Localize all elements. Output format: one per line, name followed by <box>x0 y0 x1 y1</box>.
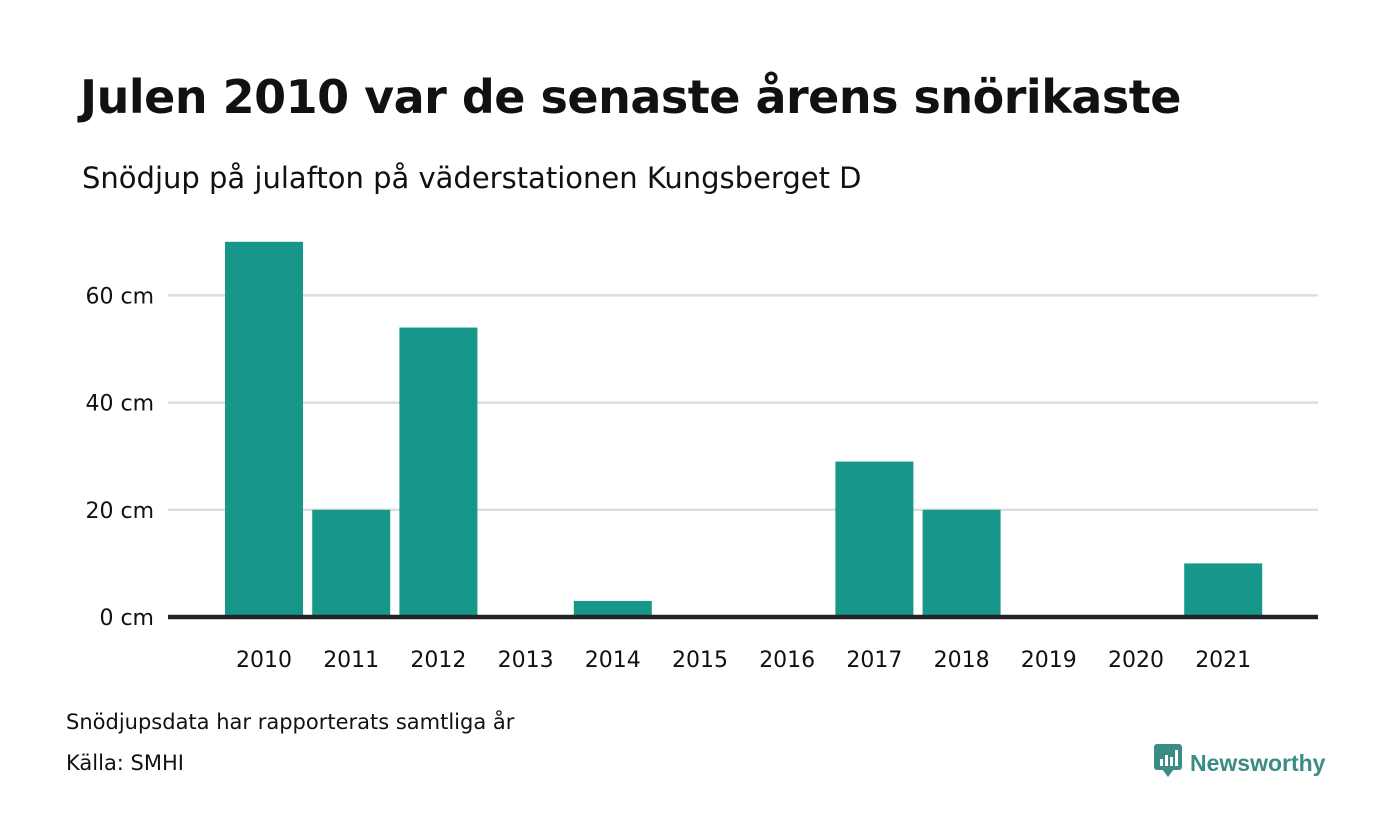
chart-title: Julen 2010 var de senaste årens snörikas… <box>80 70 1181 124</box>
y-tick-label: 40 cm <box>85 392 154 417</box>
bar <box>922 509 1001 617</box>
brand-name: Newsworthy <box>1190 749 1326 776</box>
x-tick-label: 2012 <box>410 648 466 673</box>
bar <box>312 509 391 617</box>
x-tick-label: 2011 <box>323 648 379 673</box>
x-tick-label: 2018 <box>934 648 990 673</box>
x-tick-label: 2019 <box>1021 648 1077 673</box>
y-tick-label: 0 cm <box>99 606 154 631</box>
x-tick-label: 2015 <box>672 648 728 673</box>
y-tick-label: 20 cm <box>85 499 154 524</box>
coverage-note: Snödjupsdata har rapporterats samtliga å… <box>66 710 515 734</box>
x-tick-label: 2016 <box>759 648 815 673</box>
newsworthy-logo-icon <box>1154 744 1182 782</box>
x-tick-label: 2010 <box>236 648 292 673</box>
x-tick-label: 2021 <box>1195 648 1251 673</box>
bar <box>1184 563 1263 617</box>
x-tick-label: 2020 <box>1108 648 1164 673</box>
y-tick-label: 60 cm <box>85 284 154 309</box>
newsworthy-logo: Newsworthy <box>1154 744 1325 782</box>
x-tick-label: 2017 <box>846 648 902 673</box>
bar <box>835 461 914 617</box>
bar <box>399 327 478 617</box>
source-note: Källa: SMHI <box>66 751 184 775</box>
x-tick-label: 2014 <box>585 648 641 673</box>
bar <box>225 241 303 618</box>
bar-chart: 0 cm 20 cm 40 cm 60 cm 2010 2011 2012 2013 2014 2… <box>85 241 1318 673</box>
x-tick-label: 2013 <box>498 648 554 673</box>
chart-subtitle: Snödjup på julafton på väderstationen Ku… <box>82 161 862 195</box>
bar <box>573 600 652 617</box>
